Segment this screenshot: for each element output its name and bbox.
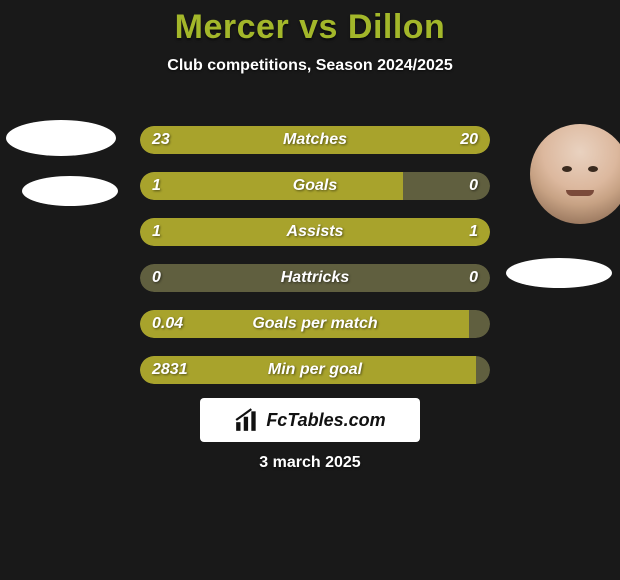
stat-label: Hattricks: [140, 264, 490, 292]
brand-text: FcTables.com: [266, 410, 385, 431]
stat-label: Min per goal: [140, 356, 490, 384]
subtitle: Club competitions, Season 2024/2025: [0, 57, 620, 75]
stats-bars: 2320Matches 10Goals 11Assists 00Hattricks 0.…: [140, 126, 490, 402]
player-left-avatar-2: [22, 176, 118, 206]
stat-row: 2831Min per goal: [140, 356, 490, 384]
chart-icon: [234, 407, 260, 433]
player-left-avatar-1: [6, 120, 116, 156]
page-title: Mercer vs Dillon: [0, 0, 620, 47]
stat-label: Goals: [140, 172, 490, 200]
brand-logo: FcTables.com: [200, 398, 420, 442]
stat-row: 11Assists: [140, 218, 490, 246]
stat-row: 2320Matches: [140, 126, 490, 154]
stat-label: Goals per match: [140, 310, 490, 338]
stat-label: Assists: [140, 218, 490, 246]
date-text: 3 march 2025: [0, 454, 620, 472]
stat-row: 10Goals: [140, 172, 490, 200]
player-right-avatar: [530, 124, 620, 224]
stat-row: 00Hattricks: [140, 264, 490, 292]
player-right-badge: [506, 258, 612, 288]
stat-label: Matches: [140, 126, 490, 154]
stat-row: 0.04Goals per match: [140, 310, 490, 338]
